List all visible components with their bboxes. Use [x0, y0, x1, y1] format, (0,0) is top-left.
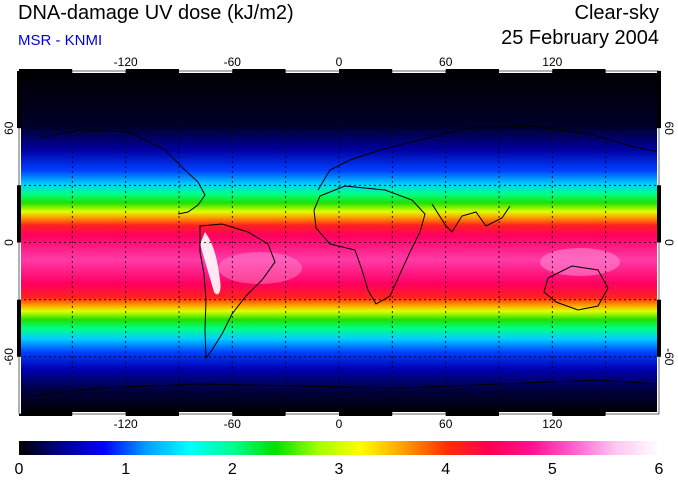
colorbar-label: 3 [335, 461, 344, 478]
lon-tick-label-top: -120 [114, 55, 138, 69]
south-america-coast [199, 223, 276, 360]
map-date: 25 February 2004 [501, 27, 659, 49]
lat-tick-label-right: -60 [662, 348, 676, 366]
lat-tick-label-left: 0 [2, 239, 16, 246]
colorbar-label: 0 [15, 461, 24, 478]
lon-tick-label-bottom: 60 [439, 417, 453, 431]
colorbar-labels: 0 1 2 3 4 5 6 [15, 461, 664, 478]
colorbar-label: 2 [228, 461, 237, 478]
sky-condition: Clear-sky [574, 2, 659, 24]
lat-tick-label-right: 0 [662, 239, 676, 246]
coastlines [29, 125, 659, 397]
lon-tick-label-top: 60 [439, 55, 453, 69]
lon-tick-label-top: -60 [224, 55, 242, 69]
lon-tick-label-bottom: 120 [542, 417, 562, 431]
colorbar-label: 5 [548, 461, 557, 478]
lon-tick-label-bottom: -60 [224, 417, 242, 431]
colorbar-label: 6 [655, 461, 664, 478]
colorbar-label: 4 [441, 461, 450, 478]
colorbar-label: 1 [121, 461, 130, 478]
map-source: MSR - KNMI [18, 32, 103, 49]
colorbar [19, 441, 659, 455]
brazil-hotspot [218, 252, 302, 284]
lat-tick-label-left: -60 [2, 348, 16, 366]
africa-coast [313, 185, 426, 305]
lon-tick-label-top: 0 [336, 55, 343, 69]
lat-tick-label-left: 60 [2, 121, 16, 135]
map-title: DNA-damage UV dose (kJ/m2) [18, 2, 294, 24]
lon-tick-label-top: 120 [542, 55, 562, 69]
graticule [19, 71, 659, 414]
north-america-coast [39, 129, 206, 215]
australia-coast [543, 265, 609, 311]
australia-hotspot [540, 248, 620, 276]
antarctica-coast [29, 379, 659, 397]
lon-tick-label-bottom: -120 [114, 417, 138, 431]
eurasia-coast [317, 125, 659, 191]
andes-hotspot [200, 232, 221, 295]
lon-tick-label-bottom: 0 [336, 417, 343, 431]
map-frame [17, 69, 661, 416]
south-asia-coast [431, 203, 511, 233]
lat-tick-label-right: 60 [662, 122, 676, 136]
